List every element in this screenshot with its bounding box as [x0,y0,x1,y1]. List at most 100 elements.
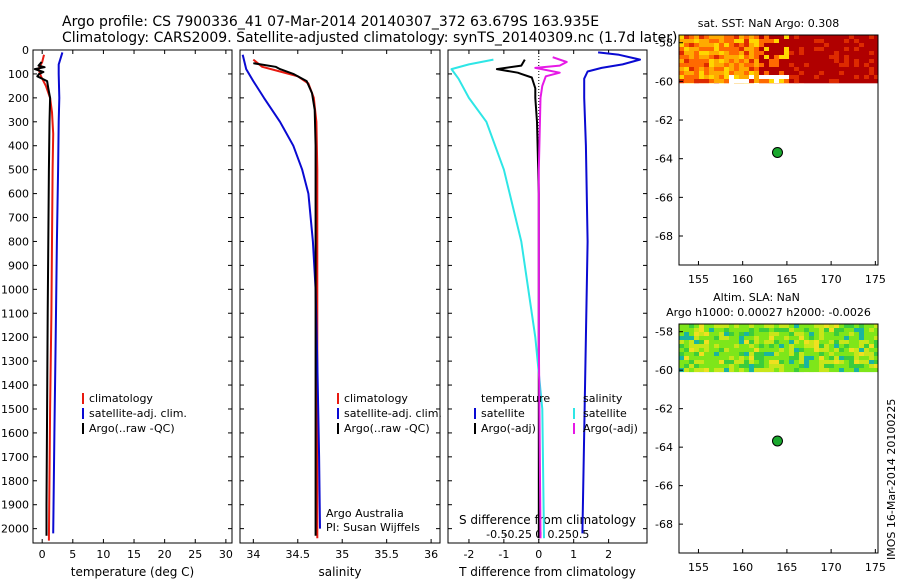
sst_map-cell [684,39,689,43]
sst_map-cell [784,51,789,55]
sst_map-cell [684,47,689,51]
sla_map-cell [744,348,749,352]
sst_map-cell [844,71,849,75]
sla_map-cell [759,332,764,336]
sst_map-cell [724,43,729,47]
sst_map-cell [689,35,694,39]
sla_map-cell [694,364,699,368]
sst_map-cell [844,35,849,39]
sst_map-cell [794,71,799,75]
sst_map-cell [824,35,829,39]
sla_map-cell [794,344,799,348]
sst_map-cell [749,79,754,83]
sst_map-cell [864,71,869,75]
sst_map-cell [744,35,749,39]
sst_map-cell [704,39,709,43]
sla_map-cell [759,328,764,332]
sst_map-cell [699,43,704,47]
sst_map-cell [764,63,769,67]
sst_map-cell [764,35,769,39]
sst_map-cell [749,71,754,75]
sla_map-cell [869,332,874,336]
temperature-xtick-label: 0 [39,548,46,561]
sla_map-cell [839,340,844,344]
sst_map-cell [799,47,804,51]
sla_map-cell [734,344,739,348]
salinity-frame [239,49,441,544]
temperature-frame [32,49,233,544]
sst_map-cell [814,47,819,51]
sla_map-field [679,324,878,373]
sla_map-cell [769,324,774,328]
sla_map-cell [689,332,694,336]
sla_map-cell [844,364,849,368]
sla_map-cell [704,336,709,340]
sla_map-cell [824,348,829,352]
sst_map-cell [694,47,699,51]
sst_map-cell [699,63,704,67]
sla_map-cell [824,360,829,364]
sla_map-cell [749,328,754,332]
sla_map-cell [829,340,834,344]
sla_map-cell [754,348,759,352]
sla_map-cell [704,356,709,360]
sst_map-cell [824,59,829,63]
sst_map-cell [774,35,779,39]
sla_map-cell [719,348,724,352]
sst_map-cell [849,39,854,43]
sst_map-cell [749,35,754,39]
sst_map-cell [864,67,869,71]
sst_map-cell [819,35,824,39]
sst_map-cell [679,71,684,75]
sst_map-cell [854,59,859,63]
sla_map-cell [814,368,819,372]
sla_map-cell [709,352,714,356]
sst_map-cell [779,55,784,59]
sla_map-cell [719,336,724,340]
sla_map-cell [704,352,709,356]
sst_map-cell [724,75,729,79]
sla_map-cell [859,324,864,328]
depth-tick-label: 2000 [1,523,29,536]
sla_map-cell [774,344,779,348]
sla_map-cell [719,344,724,348]
sst_map-cell [719,79,724,83]
sst_map-cell [769,47,774,51]
sla_map-cell [729,360,734,364]
sst_map-cell [744,75,749,79]
sst_map-cell [859,35,864,39]
sst_map-cell [874,55,878,59]
sst_map-cell [844,43,849,47]
sst_map-cell [724,63,729,67]
sla_map-cell [689,324,694,328]
sst_map-cell [859,47,864,51]
sla_map-cell [684,348,689,352]
sla_map-cell [739,344,744,348]
sla_map-cell [764,368,769,372]
sst_map-xtick-label: 155 [688,273,709,286]
sst_map-cell [814,35,819,39]
sst_map-cell [749,59,754,63]
sla_map-cell [794,336,799,340]
sla_map-cell [759,348,764,352]
sla_map-cell [739,360,744,364]
sla_map-cell [679,332,684,336]
sst_map-cell [754,75,759,79]
sst_map-cell [729,39,734,43]
sla_map-cell [819,328,824,332]
sla_map-cell [724,344,729,348]
sla_map-cell [774,336,779,340]
sla_map-cell [739,352,744,356]
sla_map-cell [809,344,814,348]
sla_map-cell [744,340,749,344]
sla_map-cell [794,360,799,364]
sst_map-cell [704,51,709,55]
sst_map-cell [839,35,844,39]
temperature-xtick-label: 25 [188,548,202,561]
sla_map-cell [834,364,839,368]
sst_map-cell [769,55,774,59]
sla_map-cell [744,352,749,356]
header-line-1: Argo profile: CS 7900336_41 07-Mar-2014 … [62,14,600,30]
sst_map-cell [729,59,734,63]
sst_map-cell [689,63,694,67]
